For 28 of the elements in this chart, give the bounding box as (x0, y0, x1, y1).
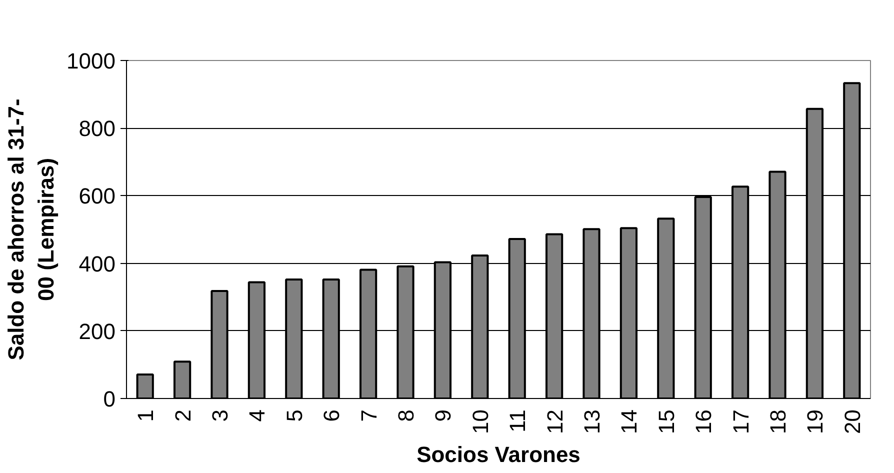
x-tick-label: 9 (430, 409, 456, 422)
x-axis-title: Socios Varones (416, 442, 580, 467)
x-tick-label: 17 (728, 409, 754, 434)
y-tick-label: 1000 (66, 48, 116, 74)
y-axis-title: Saldo de ahorros al 31-7- 00 (Lempiras) (4, 98, 59, 360)
x-tick-label: 10 (468, 409, 493, 434)
x-tick-label: 2 (170, 409, 196, 422)
x-tick-label: 11 (505, 409, 530, 432)
x-tick-label: 13 (580, 409, 604, 434)
x-tick-label: 18 (766, 409, 790, 434)
y-tick-label: 200 (78, 318, 116, 344)
x-tick-label: 4 (244, 409, 270, 422)
x-tick-label: 15 (654, 409, 679, 434)
x-tick-label: 14 (616, 409, 642, 434)
x-tick-label: 16 (691, 409, 716, 434)
y-tick-label: 400 (78, 251, 116, 276)
x-tick-label: 8 (394, 409, 418, 422)
y-tick-label: 800 (78, 116, 116, 142)
x-tick-label: 7 (356, 409, 382, 422)
x-tick-label: 1 (133, 409, 158, 422)
x-tick-label: 20 (840, 409, 865, 434)
x-tick-label: 19 (802, 409, 828, 434)
y-tick-label: 600 (78, 184, 116, 209)
x-tick-label: 6 (319, 409, 344, 422)
x-tick-label: 12 (542, 409, 568, 434)
x-tick-label: 5 (282, 409, 307, 422)
x-tick-label: 3 (208, 409, 232, 422)
y-tick-label: 0 (103, 386, 116, 412)
